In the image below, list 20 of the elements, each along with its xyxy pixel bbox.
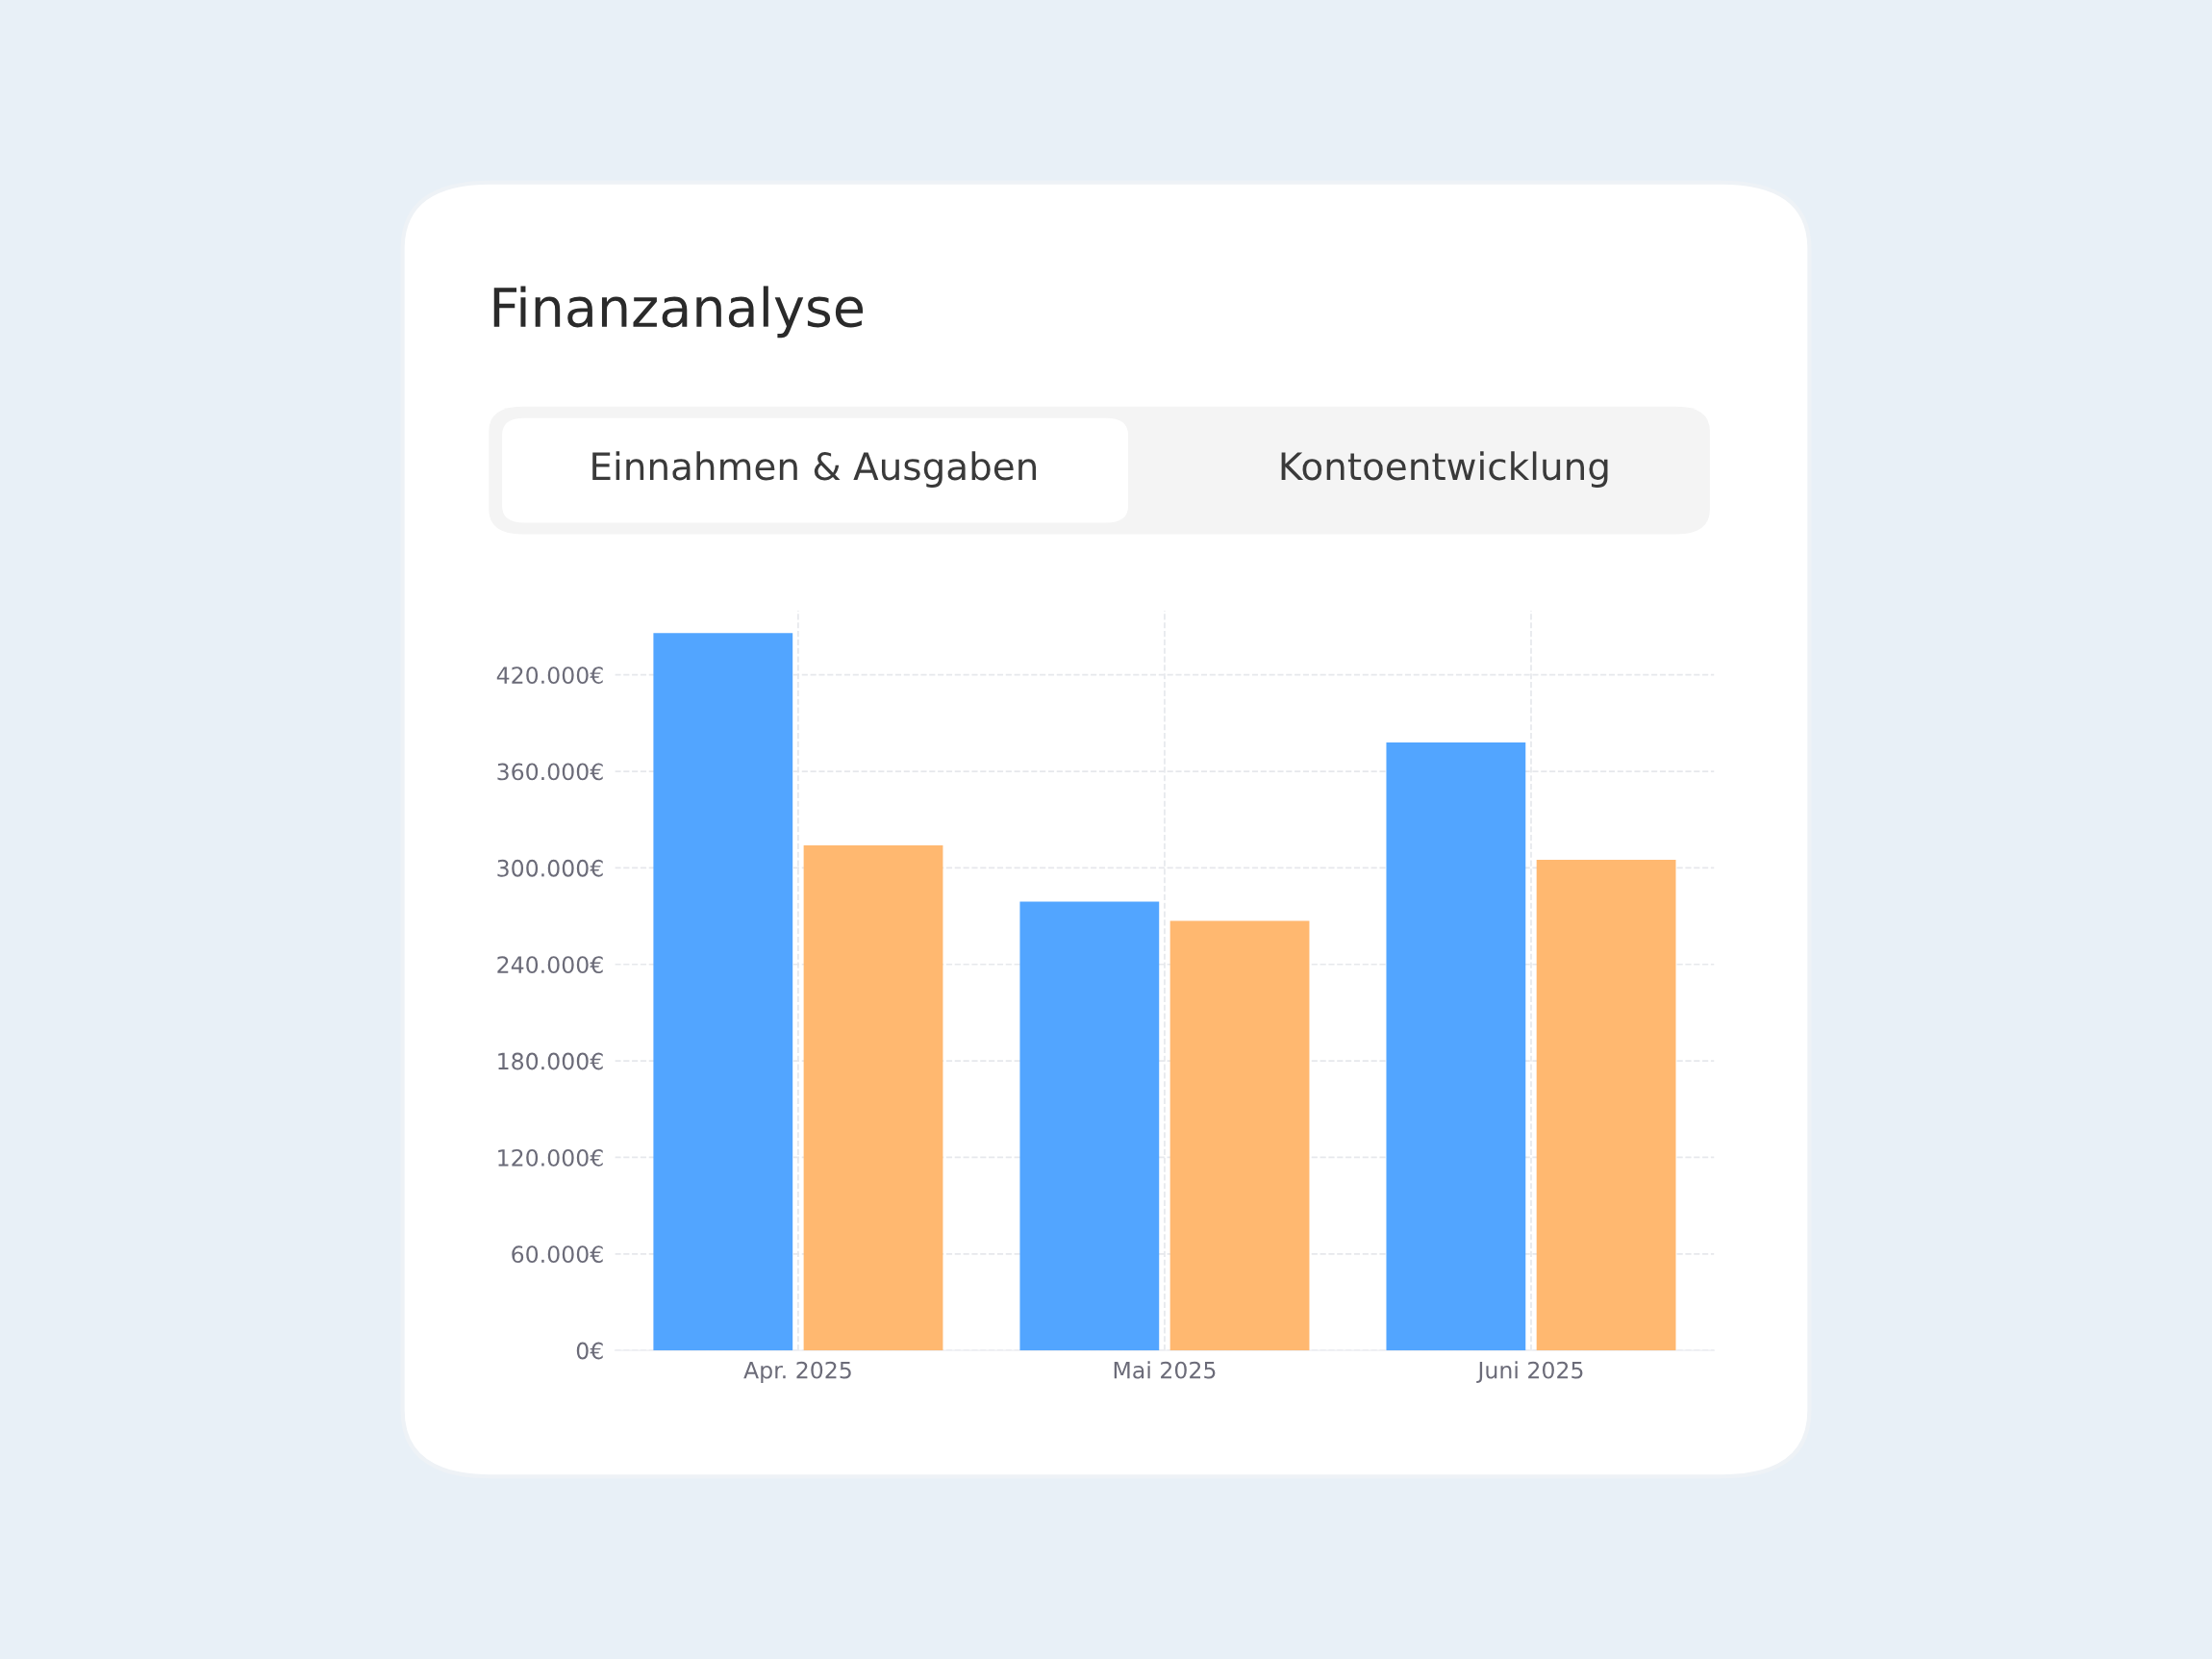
y-tick-label: 180.000€ <box>498 1052 603 1070</box>
y-tick-label: 420.000€ <box>496 666 603 685</box>
x-tick-label: Juni 2025 <box>1476 1361 1583 1383</box>
y-tick-label: 240.000€ <box>497 956 603 974</box>
y-tick-label: 60.000€ <box>512 1245 603 1264</box>
bar <box>1019 901 1160 1351</box>
bar <box>653 633 793 1351</box>
x-tick-label: Mai 2025 <box>1114 1361 1216 1379</box>
y-tick-label: 0€ <box>576 1342 603 1360</box>
bar <box>1169 920 1310 1351</box>
bar <box>803 844 943 1351</box>
text: Einnahmen & Ausgaben <box>592 451 1037 488</box>
bar <box>1536 860 1676 1351</box>
x-tick-label: Apr. 2025 <box>743 1361 851 1384</box>
chart-title: Finanzanalyse <box>493 286 864 339</box>
y-tick-label: 360.000€ <box>497 763 603 781</box>
y-tick-label: 120.000€ <box>498 1148 603 1167</box>
text: Kontoentwicklung <box>1281 451 1608 488</box>
y-tick-label: 300.000€ <box>497 859 603 877</box>
bar <box>1386 742 1526 1351</box>
